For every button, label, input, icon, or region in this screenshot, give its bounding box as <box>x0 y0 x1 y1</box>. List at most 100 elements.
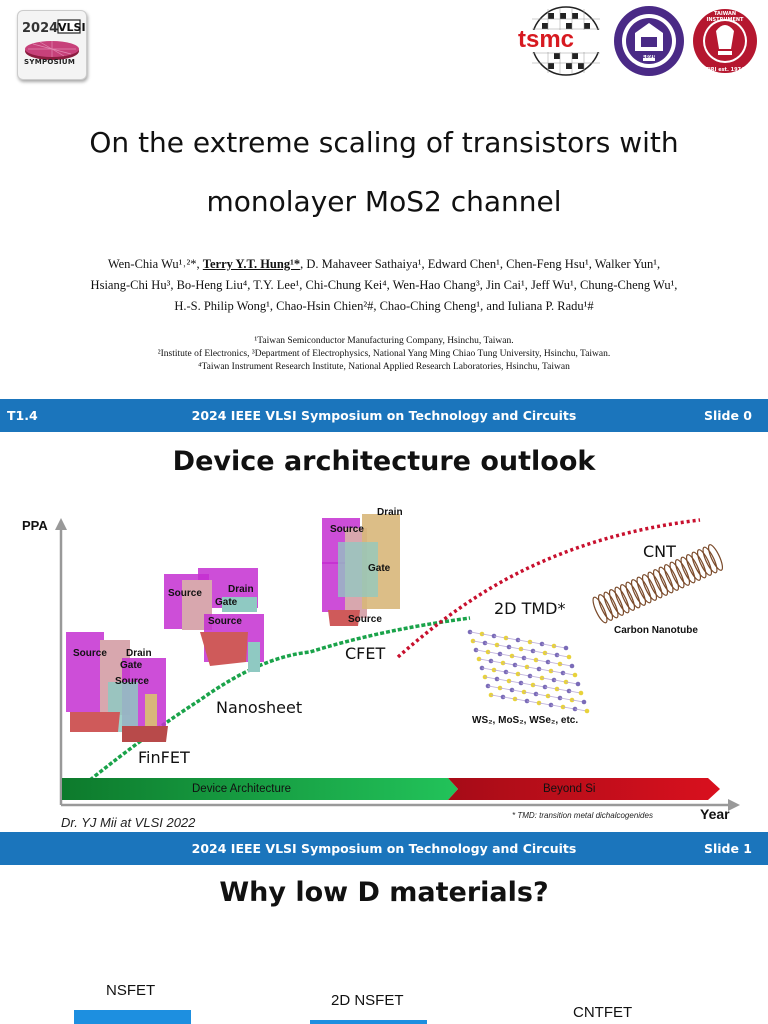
slide-1-title: Device architecture outlook <box>172 446 596 477</box>
nanosheet-drain-label: Drain <box>228 584 254 595</box>
nanosheet-label: Nanosheet <box>216 698 303 717</box>
finfet-source-label-2: Source <box>115 676 149 687</box>
nanotube-ring <box>603 591 619 619</box>
x-axis-arrow <box>728 799 740 811</box>
device-architecture-arrow <box>62 778 458 800</box>
authors-line-2: Hsiang-Chi Hu³, Bo-Heng Liu⁴, T.Y. Lee¹,… <box>90 278 678 292</box>
tiri-logo: TAIWAN INSTRUMENT TIRI est. 1974 <box>692 5 758 77</box>
paper-title-line-1: On the extreme scaling of transistors wi… <box>89 126 679 159</box>
slide-2-title: Why low D materials? <box>219 877 549 908</box>
carbon-nanotube-illustration <box>592 544 724 624</box>
cfet-device-illustration <box>322 514 400 626</box>
nsfet-label: NSFET <box>106 982 156 999</box>
slide-2: Why low D materials? NSFET 2D NSFET CNTF… <box>0 865 768 1024</box>
nanotube-ring <box>630 579 647 606</box>
nanosheet-gate-label: Gate <box>215 597 238 608</box>
slide-0-footer: T1.4 2024 IEEE VLSI Symposium on Technol… <box>0 399 768 432</box>
nanotube-ring <box>625 581 641 609</box>
nanotube-ring <box>696 549 713 576</box>
authors-line-3: H.-S. Philip Wong¹, Chao-Hsin Chien²#, C… <box>174 299 594 313</box>
conf-logo-name: VLSI <box>58 21 86 34</box>
beyond-si-arrow <box>448 778 720 800</box>
device-architecture-arrow-label: Device Architecture <box>192 783 292 795</box>
nanotube-ring <box>674 559 691 586</box>
nanotube-ring <box>647 571 663 599</box>
cfet-label: CFET <box>345 644 386 663</box>
lattice-atom <box>578 690 584 696</box>
nanosheet-source-label: Source <box>168 588 202 599</box>
nanotube-ring <box>702 546 718 574</box>
authors-rest: , D. Mahaveer Sathaiya¹, Edward Chen¹, C… <box>300 257 661 271</box>
nanotube-ring <box>614 586 630 614</box>
slide-0: 2024 VLSI SYMPOSIUM tsmc <box>0 0 768 405</box>
nanotube-ring <box>636 576 652 604</box>
conf-logo-subtitle: SYMPOSIUM <box>24 58 76 66</box>
affiliation-3: ⁴Taiwan Instrument Research Institute, N… <box>198 362 570 372</box>
footer-session-code: T1.4 <box>7 408 38 423</box>
slide-1-footer: 2024 IEEE VLSI Symposium on Technology a… <box>0 832 768 865</box>
tiri-logo-name: TAIWAN INSTRUMENT <box>706 11 744 23</box>
cfet-source-label-2: Source <box>348 614 382 625</box>
tsmc-logo: tsmc <box>518 5 608 77</box>
nanotube-ring <box>608 589 625 616</box>
finfet-label: FinFET <box>138 748 190 767</box>
affiliation-2: ²Institute of Electronics, ³Department o… <box>157 349 611 359</box>
vlsi-symposium-logo <box>17 10 87 80</box>
nanotube-ring <box>680 556 696 584</box>
lattice-atom <box>584 708 590 714</box>
lattice-atom <box>572 672 578 678</box>
y-axis-label: PPA <box>22 518 48 533</box>
nsfet-2d-label: 2D NSFET <box>331 992 404 1009</box>
nanotube-ring <box>669 561 685 589</box>
slide-1-credit: Dr. YJ Mii at VLSI 2022 <box>61 815 196 830</box>
cfet-source-label: Source <box>330 524 364 535</box>
y-axis-arrow <box>55 518 67 530</box>
nanotube-ring <box>707 544 724 571</box>
footer-slide-number: Slide 0 <box>703 408 752 423</box>
conf-logo-year: 2024 <box>22 21 59 36</box>
tiri-logo-est: TIRI est. 1974 <box>705 67 745 73</box>
tsmc-logo-text: tsmc <box>518 26 575 53</box>
slide-1: Device architecture outlook <box>0 432 768 832</box>
footer-conference: 2024 IEEE VLSI Symposium on Technology a… <box>191 408 577 423</box>
nanosheet-device-illustration <box>164 568 264 672</box>
beyond-si-curve <box>396 518 701 659</box>
x-axis-label: Year <box>700 806 730 822</box>
footer-slide-number: Slide 1 <box>703 841 752 856</box>
carbon-nanotube-label: Carbon Nanotube <box>614 625 698 636</box>
cntfet-label: CNTFET <box>573 1004 633 1021</box>
nanotube-ring <box>658 566 674 594</box>
tmd-footnote: * TMD: transition metal dichalcogenides <box>512 811 653 820</box>
tmd-lattice-illustration <box>467 629 590 714</box>
lattice-atom <box>581 699 587 705</box>
nanotube-ring <box>597 594 614 621</box>
lattice-atom <box>569 663 575 669</box>
cfet-gate-label: Gate <box>368 563 391 574</box>
finfet-source-label: Source <box>73 648 107 659</box>
nycu-logo: 1896 <box>613 5 685 77</box>
lattice-atom <box>566 654 572 660</box>
lattice-atom <box>575 681 581 687</box>
nanotube-ring <box>641 574 658 601</box>
nanotube-ring <box>685 554 702 581</box>
cnt-label: CNT <box>643 542 676 561</box>
nsfet-2d-illustration <box>310 1020 427 1024</box>
paper-title-line-2: monolayer MoS2 channel <box>206 185 562 218</box>
nanotube-ring <box>619 584 636 611</box>
nanosheet-source-label-2: Source <box>208 616 242 627</box>
tmd-examples-label: WS₂, MoS₂, WSe₂, etc. <box>472 715 579 726</box>
tmd-label: 2D TMD* <box>494 599 566 618</box>
finfet-device-illustration <box>66 632 168 742</box>
authors-line-1: Wen-Chia Wu¹˒²*, Terry Y.T. Hung¹*, D. M… <box>14 254 754 275</box>
nanotube-ring <box>691 551 707 579</box>
footer-conference: 2024 IEEE VLSI Symposium on Technology a… <box>191 841 577 856</box>
finfet-gate-label: Gate <box>120 660 143 671</box>
cfet-drain-label: Drain <box>377 507 403 518</box>
nanotube-ring <box>663 564 680 591</box>
author-first: Wen-Chia Wu¹˒²*, <box>107 257 203 271</box>
beyond-si-arrow-label: Beyond Si <box>543 783 596 795</box>
affiliation-1: ¹Taiwan Semiconductor Manufacturing Comp… <box>254 336 514 346</box>
finfet-drain-label: Drain <box>126 648 152 659</box>
nanotube-ring <box>592 596 608 624</box>
presenting-author: Terry Y.T. Hung¹* <box>202 257 301 271</box>
